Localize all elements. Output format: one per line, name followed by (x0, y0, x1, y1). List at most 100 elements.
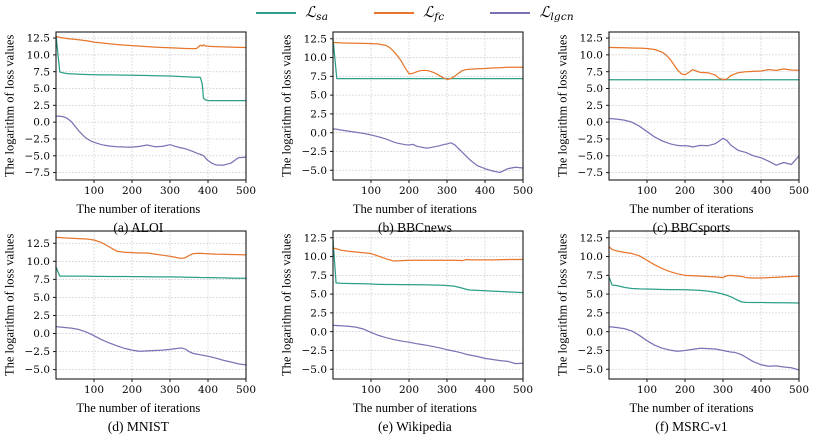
series-L_lgcn (331, 128, 524, 174)
legend-label-sa: ℒsa (305, 3, 329, 23)
series-L_lgcn (55, 115, 247, 166)
x-axis-label-e: The number of iterations (352, 401, 477, 415)
chart-svg-b: −5.0 −2.5 0.0 2.5 5.0 7.5 10.0 12.5 100 200 300 400… (301, 31, 533, 197)
x-tick-label: 100 (84, 185, 104, 197)
axes-frame (55, 230, 247, 380)
x-tick-label: 200 (399, 185, 419, 197)
y-tick-label: 0.0 (310, 326, 327, 338)
x-tick-label: 400 (198, 185, 218, 197)
panel-c: The logarithm of loss values −7.5 −5.0 −2.5… (553, 24, 830, 235)
series-L_lgcn (331, 324, 524, 365)
y-axis-label-f: The logarithm of loss values (555, 233, 570, 377)
x-tick-label: 200 (122, 384, 142, 396)
y-tick-label: 10.0 (27, 49, 50, 61)
series-L_sa (55, 266, 247, 279)
series-L_fc (331, 247, 524, 262)
x-tick-label: 100 (637, 185, 657, 197)
series-L_fc (55, 35, 247, 50)
x-axis-label-b: The number of iterations (352, 202, 477, 216)
y-tick-label: 12.5 (580, 33, 603, 45)
axes-frame (332, 31, 524, 181)
legend-label-fc: ℒfc (423, 3, 445, 23)
y-tick-label: 7.5 (586, 66, 603, 78)
y-tick-label: 5.0 (310, 289, 327, 301)
legend-label-lgcn: ℒlgcn (539, 3, 574, 23)
legend-swatch-lgcn (490, 12, 531, 14)
series-L_sa (608, 276, 800, 304)
axes-frame (608, 31, 800, 181)
series-L_sa (55, 34, 247, 102)
legend-swatch-sa (256, 12, 297, 14)
x-tick-label: 500 (789, 185, 809, 197)
x-tick-label: 300 (437, 185, 457, 197)
x-tick-label: 500 (789, 384, 809, 396)
y-tick-label: 2.5 (586, 100, 603, 112)
panel-caption-e: (e) Wikipedia (377, 419, 452, 434)
y-tick-label: −5.0 (25, 364, 51, 376)
y-tick-label: 2.5 (33, 100, 50, 112)
y-tick-label: 10.0 (27, 256, 50, 268)
y-tick-label: 10.0 (580, 49, 603, 61)
y-tick-label: 7.5 (33, 66, 50, 78)
x-axis-label-d: The number of iterations (76, 401, 201, 415)
y-tick-label: −5.0 (301, 364, 327, 376)
y-tick-label: 5.0 (33, 83, 50, 95)
plot-area-e: The logarithm of loss values −5.0 −2.5 0.0 2… (277, 223, 554, 434)
y-axis-label-a: The logarithm of loss values (2, 34, 17, 178)
axes-frame (332, 230, 524, 380)
y-tick-label: −2.5 (578, 134, 604, 146)
x-tick-label: 100 (361, 384, 381, 396)
y-tick-label: −5.0 (301, 165, 327, 177)
panel-grid: The logarithm of loss values −7.5 −5.0 −2.5… (0, 24, 830, 445)
y-axis-label-d: The logarithm of loss values (2, 233, 17, 377)
y-tick-label: 2.5 (310, 108, 327, 120)
series-L_fc (608, 46, 800, 81)
axes-frame (608, 230, 800, 380)
legend-item-lgcn: ℒlgcn (490, 3, 574, 23)
figure-legend: ℒsa ℒfc ℒlgcn (0, 0, 830, 26)
x-tick-label: 200 (399, 384, 419, 396)
series-L_sa (331, 38, 524, 80)
y-tick-label: −7.5 (25, 167, 51, 179)
legend-item-sa: ℒsa (256, 3, 328, 23)
y-tick-label: 12.5 (580, 232, 603, 244)
y-tick-label: 10.0 (303, 52, 326, 64)
x-tick-label: 500 (513, 384, 533, 396)
chart-svg-d: −5.0 −2.5 0.0 2.5 5.0 7.5 10.0 12.5 100 200 300 400… (25, 230, 256, 396)
y-tick-label: 7.5 (310, 270, 327, 282)
y-tick-label: −2.5 (301, 146, 327, 158)
y-tick-label: 2.5 (586, 307, 603, 319)
y-tick-label: 12.5 (27, 238, 50, 250)
plot-area-b: The logarithm of loss values −5.0 −2.5 0.0 2… (277, 24, 554, 235)
series-L_lgcn (55, 326, 247, 366)
panel-b: The logarithm of loss values −5.0 −2.5 0.0 2… (277, 24, 554, 235)
axes-frame (55, 31, 247, 181)
x-tick-label: 400 (475, 384, 495, 396)
x-tick-label: 400 (198, 384, 218, 396)
y-tick-label: 0.0 (310, 127, 327, 139)
y-axis-label-b: The logarithm of loss values (279, 34, 294, 178)
chart-svg-f: −5.0 −2.5 0.0 2.5 5.0 7.5 10.0 12.5 100 200 300 400… (578, 230, 809, 396)
y-axis-label-c: The logarithm of loss values (555, 34, 570, 178)
y-tick-label: 7.5 (310, 71, 327, 83)
panel-caption-d: (d) MNIST (107, 419, 169, 434)
x-tick-label: 500 (513, 185, 533, 197)
y-tick-label: 0.0 (33, 117, 50, 129)
plot-area-d: The logarithm of loss values −5.0 −2.5 0.0 2… (0, 223, 277, 434)
y-tick-label: 2.5 (33, 310, 50, 322)
x-tick-label: 400 (751, 384, 771, 396)
x-tick-label: 100 (361, 185, 381, 197)
y-tick-label: 5.0 (310, 90, 327, 102)
x-tick-label: 400 (475, 185, 495, 197)
x-tick-label: 200 (675, 185, 695, 197)
chart-svg-a: −7.5 −5.0 −2.5 0.0 2.5 5.0 7.5 10.0 12.5 100 200 30… (25, 31, 256, 197)
x-tick-label: 100 (84, 384, 104, 396)
y-tick-label: −2.5 (301, 345, 327, 357)
y-tick-label: 10.0 (303, 251, 326, 263)
x-axis-label-a: The number of iterations (76, 202, 201, 216)
y-tick-label: −5.0 (25, 150, 51, 162)
y-tick-label: 0.0 (586, 117, 603, 129)
series-L_lgcn (608, 117, 800, 166)
y-tick-label: 2.5 (310, 307, 327, 319)
plot-area-a: The logarithm of loss values −7.5 −5.0 −2.5… (0, 24, 277, 235)
